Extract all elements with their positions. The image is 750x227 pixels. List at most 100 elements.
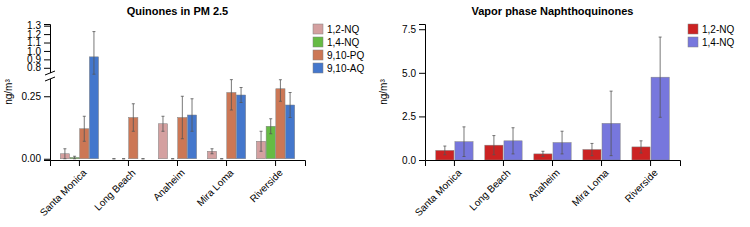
chart-root: 0.000.250.80.91.01.11.21.3Santa MonicaLo… <box>0 0 750 227</box>
tick-mark <box>419 160 425 161</box>
bar <box>236 95 245 159</box>
tick: Mira Loma <box>195 160 236 208</box>
error-bar <box>443 146 446 155</box>
tick-mark <box>79 160 80 166</box>
tick-mark <box>44 43 50 44</box>
tick: Long Beach <box>92 160 138 213</box>
tick-mark <box>275 160 276 166</box>
legend-swatch <box>313 63 323 73</box>
axis-break-mark <box>45 71 55 75</box>
tick: 1.3 <box>27 20 50 31</box>
error-bar <box>171 158 174 159</box>
error-bar <box>240 88 243 103</box>
tick-label: Riverside <box>248 167 286 205</box>
y-axis: 0.0 2.5 5.0 7.5 <box>402 24 425 166</box>
tick-label: 0.00 <box>22 153 42 164</box>
error-bar <box>191 99 194 132</box>
tick-mark <box>44 34 50 35</box>
tick-mark <box>419 73 425 74</box>
tick-mark <box>44 68 50 69</box>
axis-break-mark <box>45 77 55 81</box>
axis-title: ng/m³ <box>378 79 389 105</box>
error-bar <box>289 93 292 118</box>
tick: 2.5 <box>402 111 425 122</box>
y-axis: 0.000.250.80.91.01.11.21.3 <box>22 20 51 164</box>
error-bar <box>220 158 223 159</box>
marks <box>436 37 669 160</box>
error-bar <box>260 131 263 151</box>
legend-label: 1,2-NQ <box>702 24 734 35</box>
axis-line <box>44 25 51 161</box>
error-bar <box>132 104 135 132</box>
error-bar <box>161 116 164 131</box>
tick-mark <box>128 160 129 166</box>
error-bar <box>112 158 115 159</box>
tick: Riverside <box>623 160 661 204</box>
legend-label: 1,2-NQ <box>327 24 359 35</box>
error-bar <box>122 158 125 159</box>
error-bar <box>512 128 515 154</box>
legend: 1,2-NQ 1,4-NQ <box>688 24 734 48</box>
tick-mark <box>650 160 651 166</box>
bar-series <box>80 80 285 159</box>
error-bar <box>659 37 662 117</box>
error-bar <box>561 131 564 154</box>
legend-label: 9,10-PQ <box>327 50 364 61</box>
tick-mark <box>503 160 504 166</box>
tick-label: Anaheim <box>151 167 187 203</box>
legend-label: 1,4-NQ <box>327 37 359 48</box>
tick-mark <box>177 160 178 166</box>
tick-label: 5.0 <box>402 68 416 79</box>
legend-item: 9,10-PQ <box>313 50 364 61</box>
error-bar <box>462 127 465 157</box>
tick-label: 0.0 <box>402 155 416 166</box>
error-bar <box>492 136 495 155</box>
axis-line <box>419 25 426 161</box>
error-bar <box>83 116 86 141</box>
tick-label: Santa Monica <box>38 167 89 218</box>
bar <box>217 158 226 159</box>
tick: Mira Loma <box>570 160 611 208</box>
tick-mark <box>44 159 50 160</box>
x-axis: Santa MonicaLong BeachAnaheimMira LomaRi… <box>413 160 681 218</box>
bar <box>138 158 147 159</box>
error-bar <box>590 143 593 155</box>
tick: Santa Monica <box>38 160 89 218</box>
tick: 0.25 <box>22 91 50 102</box>
tick-mark <box>419 116 425 117</box>
tick-label: Mira Loma <box>570 167 611 208</box>
tick: 0.00 <box>22 153 50 164</box>
legend-item: 1,4-NQ <box>688 37 734 48</box>
tick-mark <box>454 160 455 166</box>
tick: 5.0 <box>402 68 425 79</box>
tick: 0.0 <box>402 155 425 166</box>
title: Vapor phase Naphthoquinones <box>472 5 634 17</box>
legend-swatch <box>313 50 323 60</box>
legend-label: 9,10-AQ <box>327 63 364 74</box>
tick-label: Long Beach <box>92 167 138 213</box>
tick-label: 7.5 <box>402 24 416 35</box>
tick-mark <box>601 160 602 166</box>
marks <box>60 32 294 159</box>
axis-break <box>45 71 55 81</box>
bar <box>119 158 128 159</box>
tick-label: Mira Loma <box>195 167 236 208</box>
tick-label: 0.25 <box>22 91 42 102</box>
tick-mark <box>44 96 50 97</box>
axis-line <box>426 161 681 167</box>
error-bar <box>63 149 66 159</box>
tick-mark <box>226 160 227 166</box>
error-bar <box>211 149 214 154</box>
error-bar <box>181 96 184 139</box>
x-axis: Santa MonicaLong Beach AnaheimMira Loma Ri… <box>38 160 306 218</box>
tick-mark <box>419 29 425 30</box>
error-bar <box>269 119 272 134</box>
tick: Anaheim <box>151 160 187 203</box>
legend: 1,2-NQ 1,4-NQ 9,10-PQ 9,10-AQ <box>313 24 364 74</box>
tick: Anaheim <box>526 160 562 203</box>
tick-label: Riverside <box>623 167 661 205</box>
error-bar <box>279 80 282 102</box>
legend-swatch <box>688 24 698 34</box>
bar <box>109 158 118 159</box>
tick-label: Long Beach <box>467 167 513 213</box>
